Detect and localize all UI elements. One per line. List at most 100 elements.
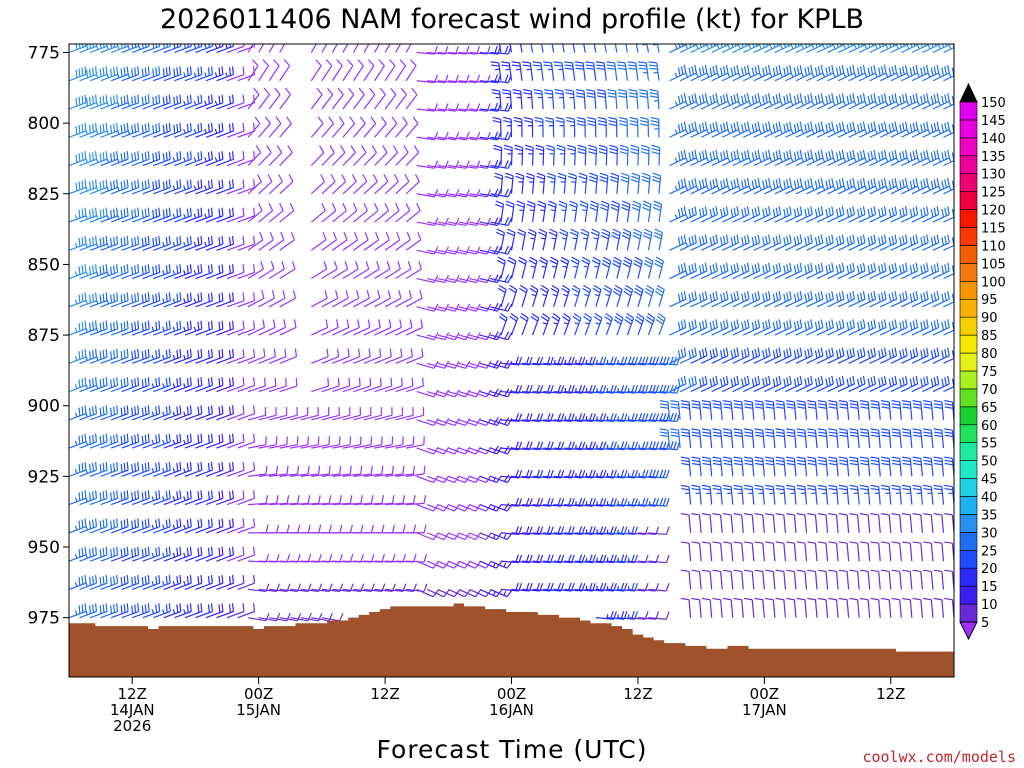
wind-barb — [100, 44, 119, 54]
wind-barb — [110, 44, 129, 54]
wind-barb — [548, 228, 558, 251]
wind-barb — [912, 569, 923, 590]
wind-barb — [385, 524, 406, 534]
wind-barb — [290, 524, 311, 534]
wind-barb — [838, 541, 850, 562]
colorbar-swatch — [959, 460, 978, 479]
wind-barb — [630, 144, 640, 166]
wind-barb — [712, 400, 723, 420]
wind-barb — [416, 189, 439, 198]
wind-barb — [530, 44, 534, 53]
colorbar-label: 70 — [981, 383, 998, 398]
wind-barb — [604, 44, 607, 53]
wind-barb — [528, 256, 538, 279]
chart-title: 2026011406 NAM forecast wind profile (kt… — [160, 4, 864, 35]
colorbar-label: 25 — [981, 544, 998, 559]
wind-barb — [310, 202, 326, 223]
wind-barb — [79, 292, 98, 308]
wind-barb — [912, 456, 923, 477]
wind-barb — [838, 400, 850, 420]
wind-barb — [701, 513, 713, 533]
wind-barb — [554, 89, 565, 110]
wind-barb — [619, 144, 629, 166]
wind-barb — [600, 228, 611, 251]
wind-barb — [69, 44, 87, 54]
wind-barb — [733, 597, 744, 618]
wind-barb — [600, 200, 610, 223]
wind-barb — [374, 202, 390, 223]
wind-barb — [880, 569, 892, 590]
wind-barb — [110, 66, 129, 82]
wind-barb — [558, 200, 568, 223]
wind-barb — [110, 207, 129, 223]
wind-barb — [754, 569, 765, 590]
wind-barb — [547, 200, 557, 223]
wind-barb — [765, 541, 776, 562]
wind-barb — [655, 284, 665, 307]
wind-barb — [353, 174, 368, 195]
wind-barb — [374, 407, 393, 421]
wind-barb — [100, 264, 119, 280]
wind-barb — [669, 44, 687, 54]
wind-barb — [555, 116, 565, 138]
x-axis-label: Forecast Time (UTC) — [377, 735, 648, 764]
wind-barb — [258, 145, 272, 166]
wind-barb — [69, 518, 87, 534]
wind-barb — [321, 348, 340, 364]
wind-barb — [110, 235, 129, 251]
wind-barb — [374, 436, 394, 449]
wind-barb — [538, 228, 548, 251]
wind-barb — [79, 490, 98, 506]
wind-barb — [933, 541, 945, 562]
wind-barb — [353, 290, 370, 308]
wind-barb — [321, 436, 341, 449]
colorbar-swatch — [959, 298, 978, 318]
wind-barb — [701, 428, 713, 449]
wind-barb — [722, 428, 734, 449]
wind-barb — [571, 284, 581, 307]
wind-barb — [642, 200, 652, 223]
wind-barb — [933, 456, 945, 477]
wind-barb — [332, 348, 350, 364]
colorbar-label: 45 — [981, 473, 998, 488]
wind-barb — [628, 89, 639, 110]
colorbar-swatch — [959, 137, 978, 157]
y-tick-label: 850 — [28, 255, 60, 275]
colorbar-label: 80 — [981, 347, 998, 362]
colorbar-bottom-arrow — [959, 621, 978, 641]
wind-barb — [620, 172, 630, 194]
wind-barb — [598, 144, 608, 166]
wind-barbs — [69, 44, 954, 622]
wind-barb — [611, 228, 621, 251]
wind-barb — [612, 256, 622, 279]
wind-barb — [712, 428, 723, 449]
wind-barb — [651, 144, 661, 166]
wind-barb — [363, 436, 383, 449]
wind-barb — [701, 597, 713, 618]
colorbar-label: 95 — [981, 293, 998, 308]
wind-barb — [891, 484, 902, 505]
wind-barb — [100, 433, 119, 449]
wind-barb — [859, 428, 871, 449]
wind-barb — [395, 202, 411, 223]
wind-barb — [353, 348, 371, 364]
wind-barb — [838, 456, 850, 477]
wind-barb — [891, 513, 902, 533]
wind-barb — [722, 541, 734, 562]
wind-barb — [680, 428, 692, 449]
terrain-fill — [69, 603, 954, 677]
wind-barb — [416, 303, 439, 312]
colorbar-label: 145 — [981, 114, 1006, 129]
wind-barb — [849, 569, 860, 590]
wind-barb — [89, 348, 108, 364]
wind-barb — [553, 61, 565, 81]
wind-barb — [237, 94, 256, 110]
wind-barb — [363, 145, 378, 166]
wind-barb — [638, 61, 650, 81]
wind-barb — [569, 228, 579, 251]
wind-barb — [69, 264, 87, 280]
wind-barb — [891, 597, 902, 618]
wind-barb — [838, 597, 850, 618]
wind-barb — [237, 122, 256, 138]
wind-barb — [174, 44, 192, 54]
